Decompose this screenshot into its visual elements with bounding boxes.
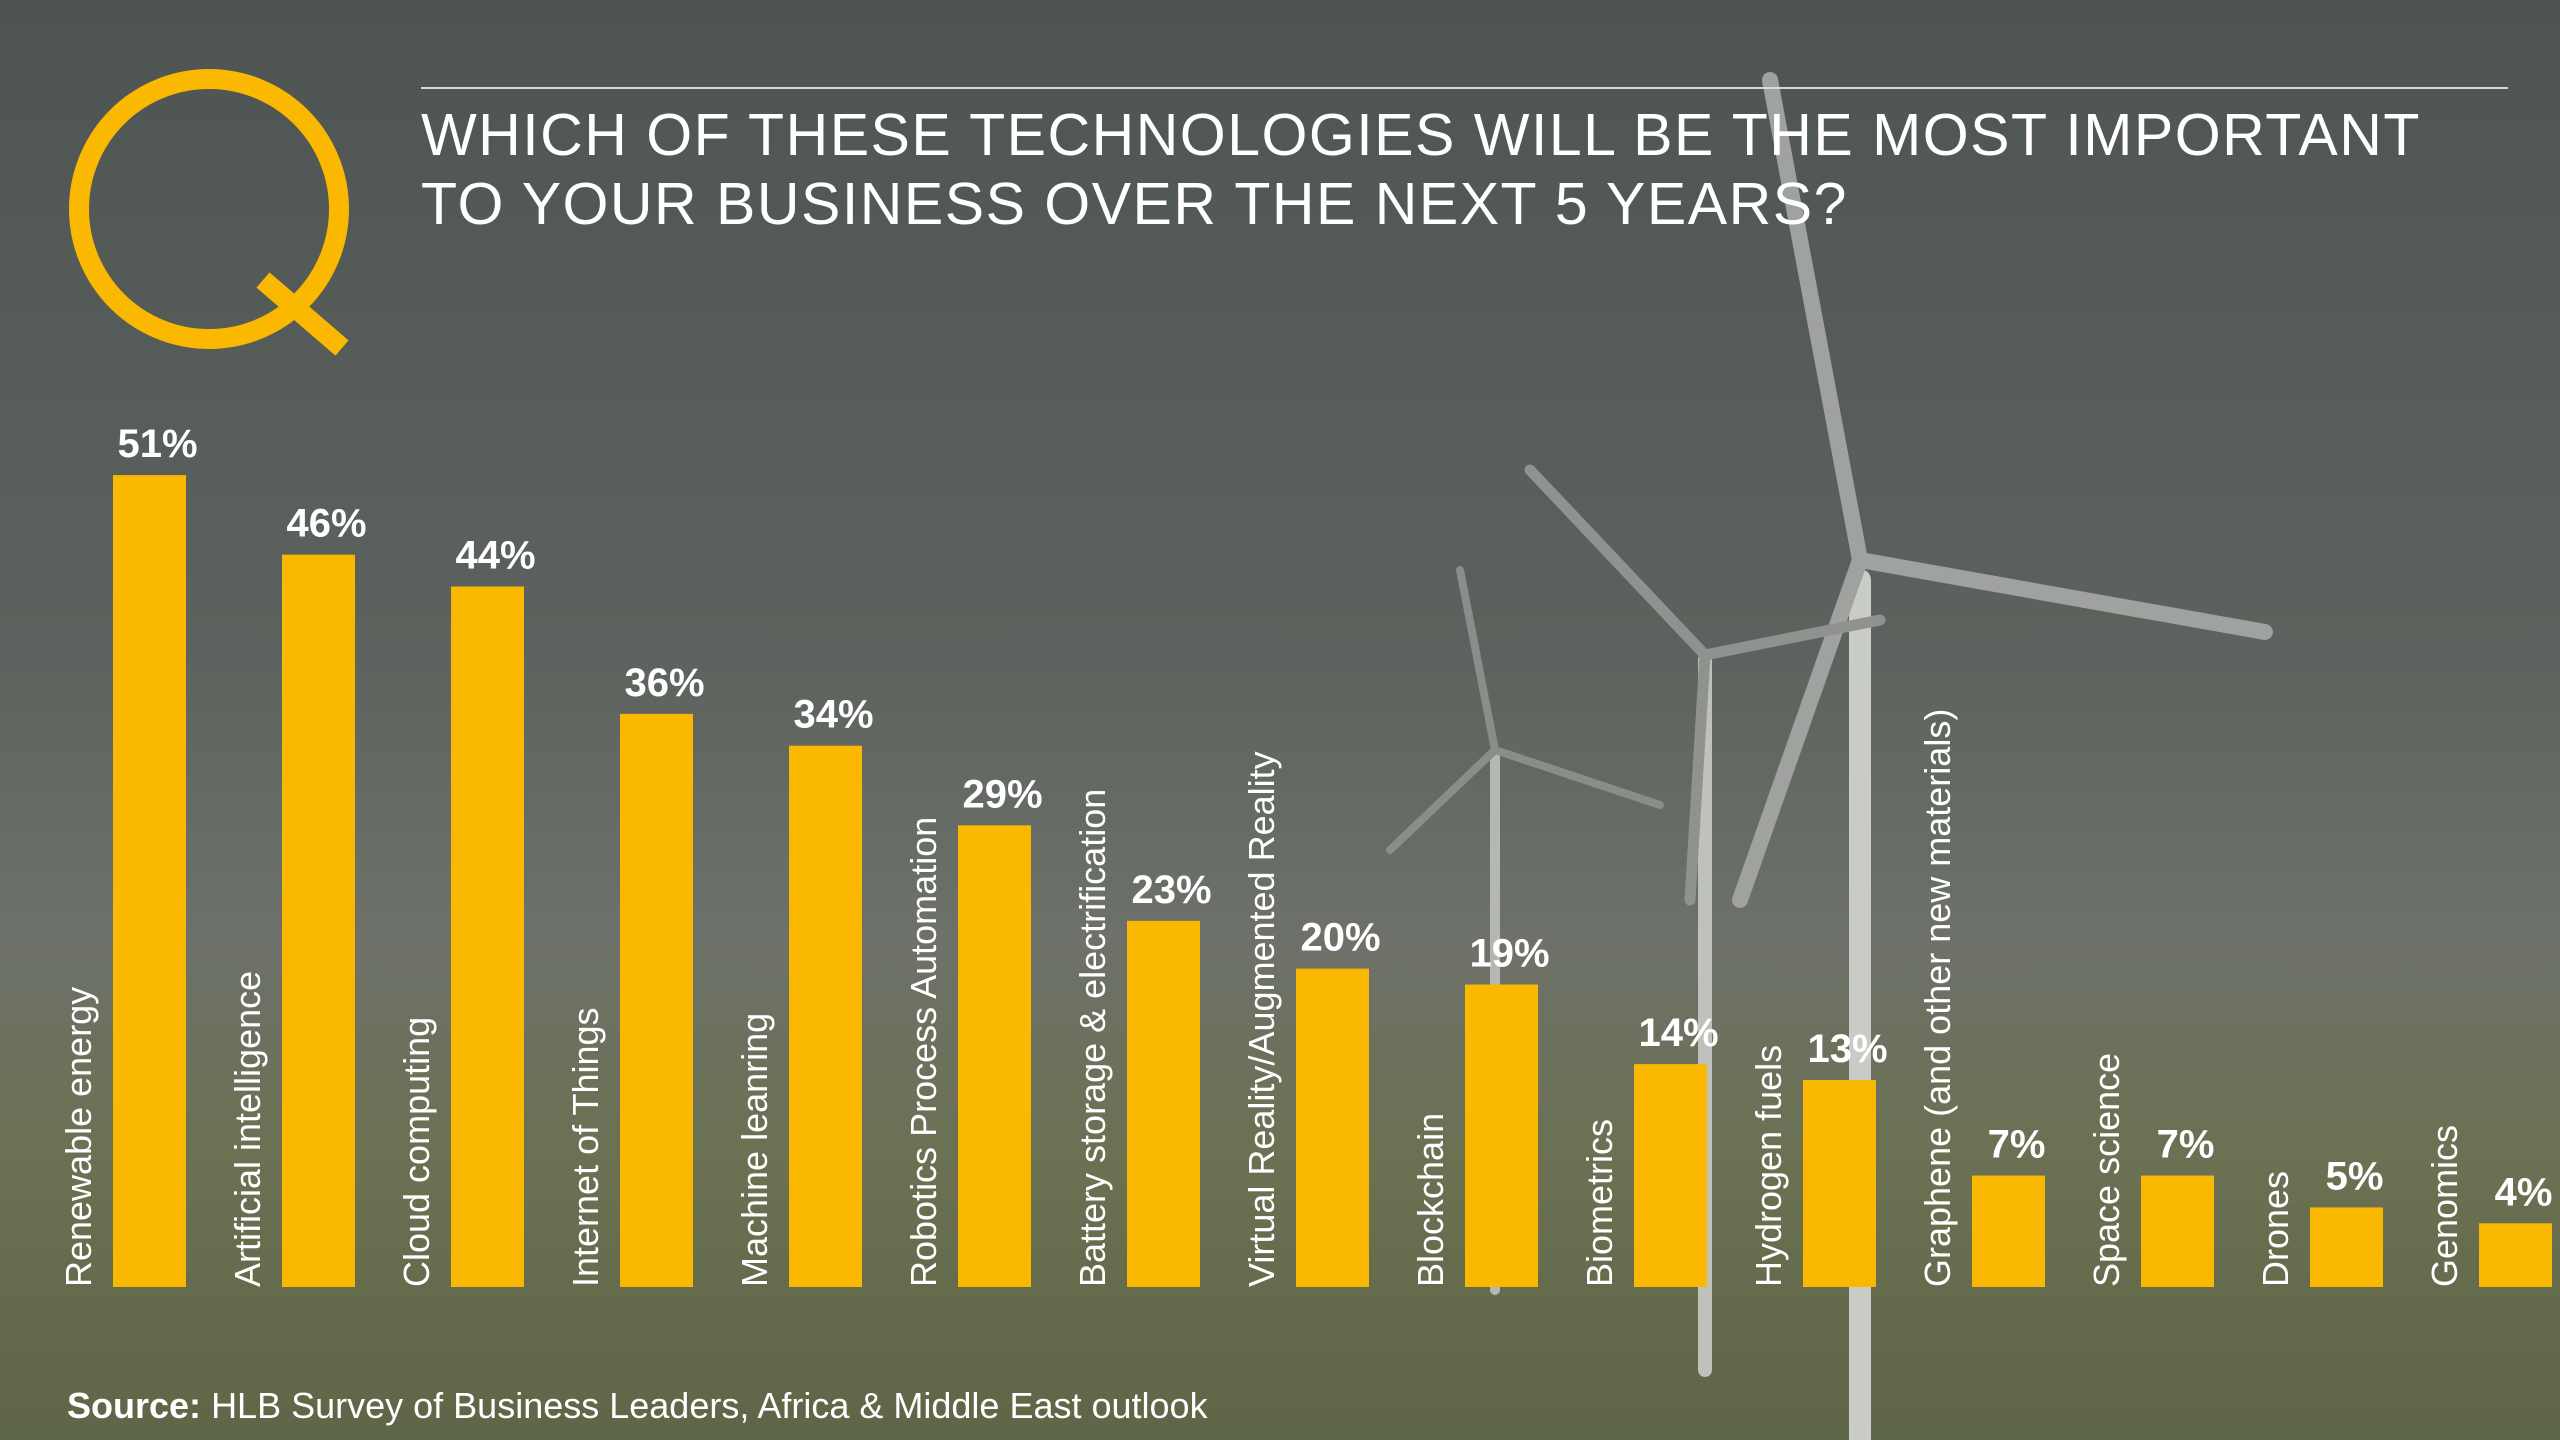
value-label: 29% xyxy=(962,772,1042,816)
bar xyxy=(958,825,1031,1287)
category-label: Blockchain xyxy=(1410,1113,1451,1287)
bar xyxy=(2141,1175,2214,1287)
value-label: 20% xyxy=(1300,916,1380,960)
value-label: 34% xyxy=(793,693,873,737)
value-label: 46% xyxy=(286,502,366,546)
category-label: Graphene (and other new materials) xyxy=(1917,709,1958,1287)
bar xyxy=(1296,968,1369,1287)
category-label: Internet of Things xyxy=(565,1007,606,1287)
value-label: 7% xyxy=(2157,1123,2215,1167)
category-label: Robotics Process Automation xyxy=(903,817,944,1287)
category-label: Cloud computing xyxy=(396,1017,437,1287)
bar xyxy=(451,586,524,1287)
bar xyxy=(113,475,186,1288)
chart-title: TO YOUR BUSINESS OVER THE NEXT 5 YEARS? xyxy=(421,171,1848,237)
source-text: HLB Survey of Business Leaders, Africa &… xyxy=(211,1385,1209,1426)
bar xyxy=(1634,1064,1707,1287)
bar xyxy=(1803,1080,1876,1287)
category-label: Artificial intelligence xyxy=(227,971,268,1287)
q-logo xyxy=(69,69,349,356)
category-label: Battery storage & electrification xyxy=(1072,789,1113,1287)
value-label: 19% xyxy=(1469,932,1549,976)
value-label: 13% xyxy=(1807,1027,1887,1071)
category-label: Virtual Reality/Augmented Reality xyxy=(1241,751,1282,1287)
bar xyxy=(2479,1223,2552,1287)
turbines xyxy=(1386,72,2273,1440)
chart-title: WHICH OF THESE TECHNOLOGIES WILL BE THE … xyxy=(421,102,2421,168)
bar xyxy=(620,713,693,1287)
category-label: Biometrics xyxy=(1579,1119,1620,1287)
value-label: 23% xyxy=(1131,868,1211,912)
value-label: 14% xyxy=(1638,1011,1718,1055)
bar xyxy=(1972,1175,2045,1287)
bar xyxy=(789,745,862,1287)
value-label: 5% xyxy=(2326,1154,2384,1198)
value-label: 7% xyxy=(1988,1123,2046,1167)
source-label: Source: xyxy=(67,1385,201,1426)
source: Source: HLB Survey of Business Leaders, … xyxy=(67,1385,1209,1426)
value-label: 4% xyxy=(2495,1170,2553,1214)
value-label: 51% xyxy=(117,422,197,466)
bar xyxy=(282,554,355,1287)
category-label: Renewable energy xyxy=(58,987,99,1287)
bar xyxy=(1465,984,1538,1287)
category-label: Genomics xyxy=(2424,1125,2465,1287)
bar xyxy=(1127,920,1200,1287)
category-label: Space science xyxy=(2086,1053,2127,1287)
value-label: 44% xyxy=(455,534,535,578)
category-label: Hydrogen fuels xyxy=(1748,1045,1789,1287)
category-label: Drones xyxy=(2255,1171,2296,1287)
value-label: 36% xyxy=(624,661,704,705)
category-label: Machine leanring xyxy=(734,1013,775,1287)
bar xyxy=(2310,1207,2383,1287)
